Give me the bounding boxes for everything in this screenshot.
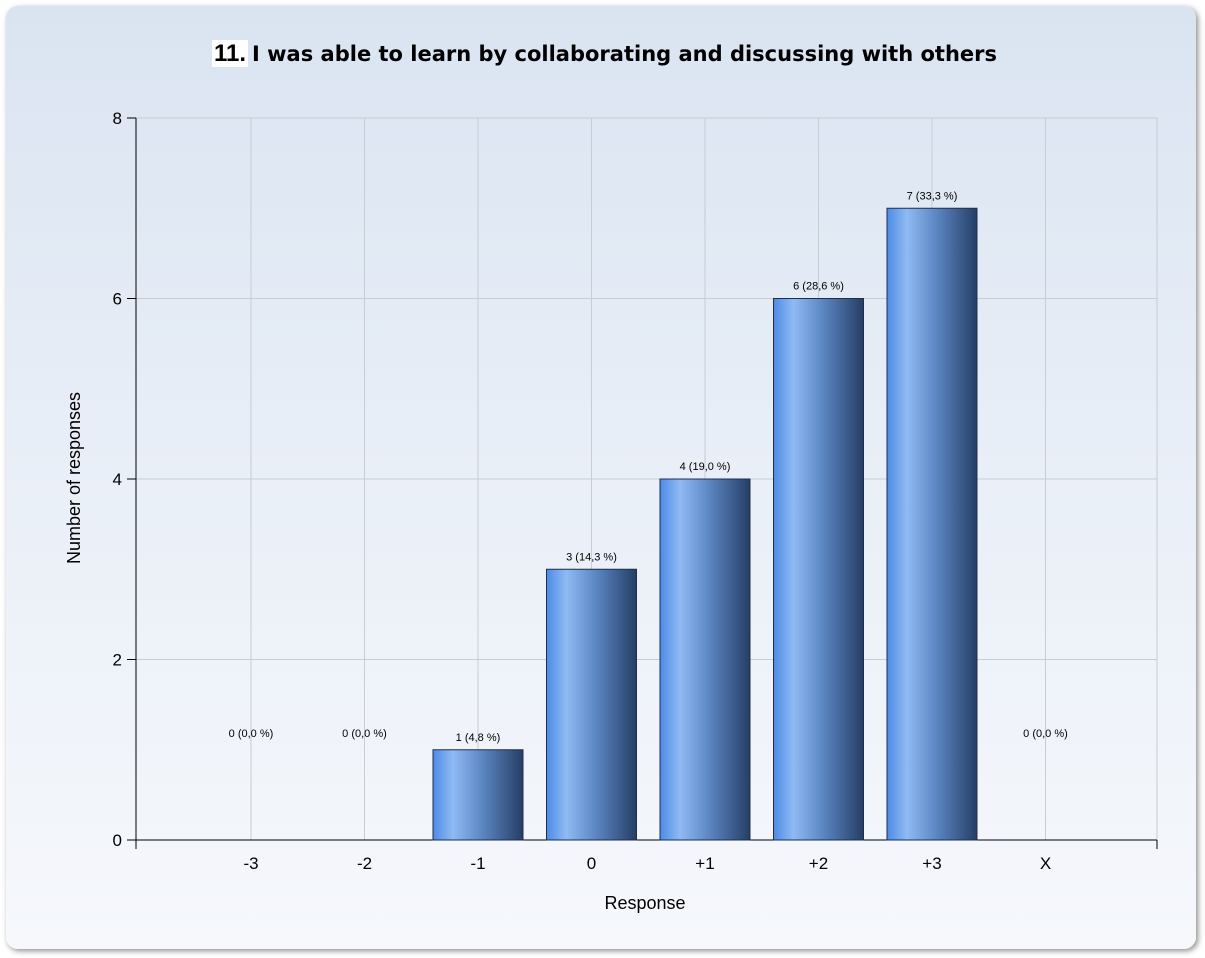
y-tick-label: 4 bbox=[113, 470, 122, 489]
x-tick-label: -3 bbox=[243, 854, 258, 873]
x-tick-label: -2 bbox=[357, 854, 372, 873]
data-label: 0 (0,0 %) bbox=[229, 728, 274, 740]
y-axis-label: Number of responses bbox=[64, 392, 84, 564]
data-label: 0 (0,0 %) bbox=[342, 728, 387, 740]
bar-+1 bbox=[659, 478, 751, 841]
y-tick-label: 6 bbox=[113, 290, 122, 309]
bar-+2 bbox=[773, 298, 864, 841]
x-tick-label: 0 bbox=[587, 854, 596, 873]
bar--1 bbox=[432, 749, 524, 841]
x-tick-label: +3 bbox=[922, 854, 941, 873]
x-tick-label: -1 bbox=[470, 854, 485, 873]
data-label: 6 (28,6 %) bbox=[793, 281, 844, 293]
x-tick-label: X bbox=[1040, 854, 1051, 873]
chart-title: 11. I was able to learn by collaborating … bbox=[0, 40, 1205, 68]
x-axis-label: Response bbox=[604, 893, 685, 913]
data-label: 7 (33,3 %) bbox=[907, 190, 958, 202]
y-tick-label: 8 bbox=[113, 109, 122, 128]
data-label: 3 (14,3 %) bbox=[566, 551, 617, 563]
data-label: 0 (0,0 %) bbox=[1023, 728, 1068, 740]
x-tick-label: +2 bbox=[809, 854, 828, 873]
y-tick-label: 0 bbox=[113, 831, 122, 850]
question-number: 11. bbox=[211, 40, 249, 67]
data-label: 4 (19,0 %) bbox=[680, 461, 731, 473]
y-tick-label: 2 bbox=[113, 651, 122, 670]
chart-title-text: I was able to learn by collaborating and… bbox=[252, 42, 997, 66]
x-tick-label: +1 bbox=[695, 854, 714, 873]
data-label: 1 (4,8 %) bbox=[456, 732, 501, 744]
bar-+3 bbox=[886, 207, 978, 841]
bar-0 bbox=[546, 568, 637, 841]
